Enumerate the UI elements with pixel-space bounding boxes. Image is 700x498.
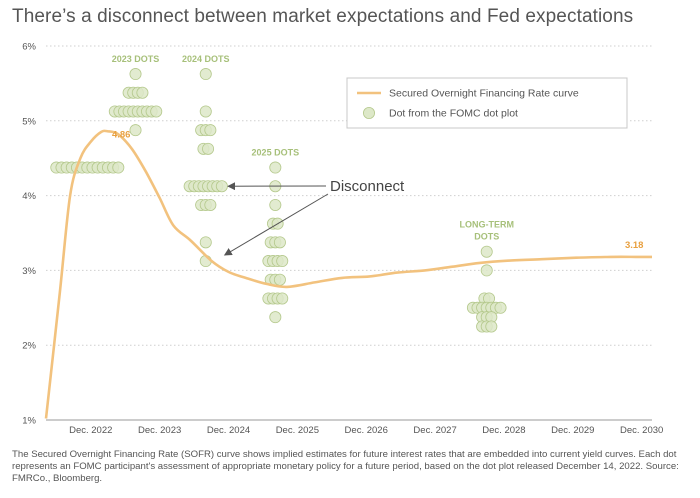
fomc-dot xyxy=(204,124,217,137)
y-tick-label: 3% xyxy=(22,266,36,277)
fomc-dot xyxy=(199,236,212,249)
fomc-dot xyxy=(494,301,507,314)
legend-label: Secured Overnight Financing Rate curve xyxy=(389,88,579,100)
x-tick-label: Dec. 2028 xyxy=(482,425,525,436)
value-label: 3.18 xyxy=(625,240,644,251)
dot-group-label: LONG-TERM xyxy=(459,220,514,230)
fomc-dot xyxy=(129,124,142,137)
x-tick-label: Dec. 2026 xyxy=(345,425,388,436)
dot-group-label: 2024 DOTS xyxy=(182,54,230,64)
fomc-dot xyxy=(480,245,493,258)
fomc-dot xyxy=(276,292,289,305)
dot-group-label: DOTS xyxy=(474,232,499,242)
disconnect-arrow xyxy=(223,193,329,256)
fomc-dot xyxy=(136,86,149,99)
fomc-dot xyxy=(269,161,282,174)
fomc-dot xyxy=(215,180,228,193)
x-tick-label: Dec. 2022 xyxy=(69,425,112,436)
fomc-dot xyxy=(480,264,493,277)
fomc-dot xyxy=(150,105,163,118)
sofr-curve xyxy=(44,129,652,419)
fomc-dot xyxy=(204,198,217,211)
legend-dot-swatch xyxy=(362,107,375,120)
y-tick-label: 4% xyxy=(22,191,36,202)
x-tick-label: Dec. 2025 xyxy=(276,425,319,436)
fomc-dot xyxy=(485,320,498,333)
x-tick-label: Dec. 2027 xyxy=(413,425,456,436)
dot-group-label: 2025 DOTS xyxy=(252,148,300,158)
fomc-dot xyxy=(273,236,286,249)
x-tick-label: Dec. 2030 xyxy=(620,425,663,436)
y-tick-label: 1% xyxy=(22,416,36,427)
fomc-dot xyxy=(276,255,289,268)
fomc-dot xyxy=(129,68,142,81)
fomc-dot xyxy=(112,161,125,174)
fomc-dot xyxy=(269,311,282,324)
footnote: The Secured Overnight Financing Rate (SO… xyxy=(12,449,679,484)
legend-label: Dot from the FOMC dot plot xyxy=(389,108,518,120)
y-tick-label: 6% xyxy=(22,42,36,53)
x-tick-label: Dec. 2023 xyxy=(138,425,181,436)
x-tick-label: Dec. 2029 xyxy=(551,425,594,436)
fomc-dot xyxy=(269,198,282,211)
fomc-dot xyxy=(202,142,215,155)
fomc-dot xyxy=(273,273,286,286)
chart-title: There’s a disconnect between market expe… xyxy=(12,6,634,27)
legend-box xyxy=(346,77,628,129)
y-tick-label: 5% xyxy=(22,116,36,127)
fomc-dots: 2023 DOTS 2024 DOTS 2025 DOTS LONG-TERM DOTS xyxy=(50,54,514,333)
annotations: 4.86 3.18 Disconnect xyxy=(112,129,644,256)
legend: Secured Overnight Financing Rate curve Do… xyxy=(346,77,628,129)
sofr-curve-layer xyxy=(44,129,652,419)
dot-group-label: 2023 DOTS xyxy=(112,54,160,64)
fomc-dot xyxy=(199,105,212,118)
value-label: 4.86 xyxy=(112,129,130,140)
y-tick-label: 2% xyxy=(22,341,36,352)
fomc-dot xyxy=(199,68,212,81)
disconnect-label: Disconnect xyxy=(330,178,405,195)
x-tick-label: Dec. 2024 xyxy=(207,425,250,436)
axes: 1% 2% 3% 4% 5% 6% Dec. 2022 Dec. 2023 Dec. 2024 D… xyxy=(22,42,663,437)
